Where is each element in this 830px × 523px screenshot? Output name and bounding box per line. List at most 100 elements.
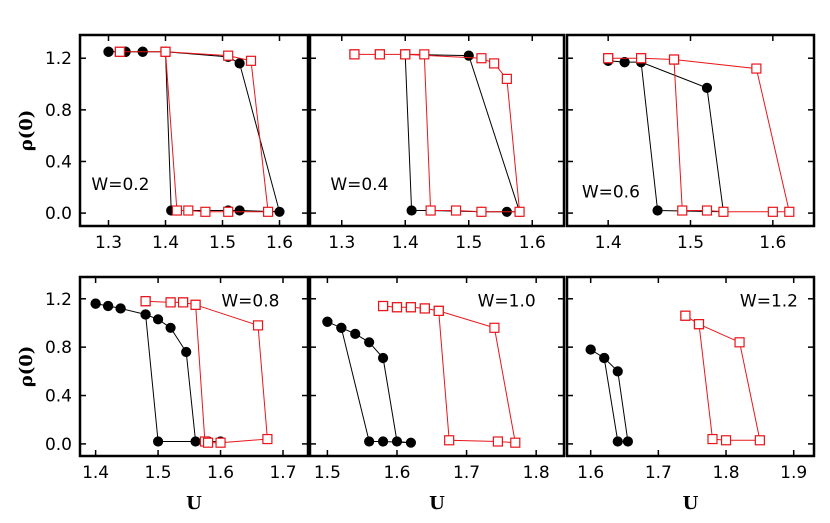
data-point	[425, 205, 436, 216]
data-point	[463, 50, 474, 61]
x-tick-label: 1.4	[392, 233, 419, 253]
data-point	[754, 435, 765, 446]
y-tick-label: 0.8	[45, 338, 72, 358]
x-tick-label: 1.5	[455, 233, 482, 253]
x-tick-label: 1.7	[453, 463, 480, 483]
x-tick-label: 1.9	[780, 463, 807, 483]
data-point	[405, 437, 417, 448]
x-tick-label: 1.5	[314, 463, 341, 483]
data-point	[234, 58, 245, 69]
plot-frame	[308, 33, 566, 228]
data-point	[444, 435, 455, 446]
plot-frame	[308, 275, 566, 458]
data-point	[391, 436, 403, 447]
data-point	[374, 49, 385, 60]
series-line-1	[590, 349, 629, 442]
x-tick-label: 1.4	[152, 233, 179, 253]
data-point	[599, 352, 610, 364]
data-point	[152, 314, 164, 325]
x-tick-label: 1.6	[383, 463, 410, 483]
y-axis-label: ρ(0)	[16, 110, 37, 152]
x-tick-label: 1.6	[207, 463, 234, 483]
data-point	[245, 55, 257, 66]
data-point	[680, 310, 691, 321]
data-point	[419, 49, 430, 60]
data-point	[190, 299, 201, 310]
data-point	[693, 319, 705, 330]
data-point	[677, 205, 688, 216]
panel-annotation: W=0.6	[582, 183, 640, 203]
x-tick-label: 1.4	[595, 233, 622, 253]
panel-annotation: W=0.8	[221, 291, 279, 311]
data-point	[349, 49, 360, 60]
data-point	[252, 320, 264, 331]
data-point	[165, 297, 176, 308]
x-tick-label: 1.5	[145, 463, 172, 483]
data-point	[114, 46, 126, 57]
x-tick-label: 1.3	[95, 233, 122, 253]
data-point	[234, 205, 245, 216]
data-point	[603, 53, 614, 64]
data-point	[751, 63, 762, 74]
data-point	[492, 436, 503, 447]
data-point	[652, 205, 663, 216]
x-tick-label: 1.5	[677, 233, 704, 253]
data-point	[103, 46, 114, 57]
data-point	[720, 435, 732, 446]
data-point	[405, 302, 417, 313]
data-point	[391, 302, 403, 313]
data-point	[476, 53, 487, 64]
data-point	[377, 300, 389, 312]
panel-1: 1.3 1.4 1.5 1.6 0.0 0.4 0.8 1.2 ρ(0) W=0.2	[16, 33, 310, 253]
data-point	[406, 205, 417, 216]
data-point	[364, 337, 375, 348]
data-point	[350, 328, 361, 339]
data-point	[262, 433, 273, 445]
data-point	[585, 344, 596, 355]
panel-4: 1.4 1.5 1.6 1.7 0.0 0.4 0.8 1.2 ρ(0) U W=0.8	[16, 275, 310, 514]
x-axis-label: U	[429, 493, 445, 514]
data-point	[433, 305, 444, 316]
data-point	[140, 309, 151, 320]
data-point	[202, 437, 214, 448]
x-tick-label: 1.3	[328, 233, 355, 253]
panel-annotation: W=0.2	[91, 175, 149, 195]
data-point	[612, 366, 623, 377]
y-tick-label: 0.4	[45, 152, 72, 172]
data-point	[489, 58, 500, 69]
data-point	[140, 296, 151, 307]
plot-frame	[565, 275, 816, 458]
data-point	[701, 82, 713, 94]
data-point	[734, 337, 745, 348]
data-point	[514, 206, 525, 217]
data-point	[90, 298, 101, 309]
panel-2: 1.3 1.4 1.5 1.6 W=0.4	[308, 33, 566, 253]
panel-annotation: W=0.4	[330, 175, 388, 195]
x-tick-label: 1.4	[82, 463, 109, 483]
data-point	[377, 352, 389, 364]
y-tick-label: 0.8	[45, 101, 72, 121]
x-tick-label: 1.8	[523, 463, 550, 483]
y-tick-label: 0.4	[45, 387, 72, 407]
data-point	[707, 433, 718, 445]
data-point	[183, 205, 194, 216]
x-tick-label: 1.6	[577, 463, 604, 483]
data-point	[635, 53, 647, 64]
data-point	[489, 322, 500, 333]
y-tick-label: 1.2	[45, 49, 72, 69]
panel-annotation: W=1.2	[740, 291, 798, 311]
data-point	[181, 346, 192, 358]
data-point	[223, 50, 234, 61]
panel-annotation: W=1.0	[478, 291, 536, 311]
data-point	[718, 206, 729, 217]
data-point	[668, 54, 680, 65]
y-tick-label: 0.0	[45, 435, 72, 455]
data-point	[510, 437, 521, 448]
data-point	[103, 300, 114, 312]
data-point	[364, 436, 375, 447]
data-point	[377, 436, 389, 447]
data-point	[501, 73, 512, 84]
series-line-2	[145, 300, 268, 444]
data-point	[152, 436, 164, 447]
